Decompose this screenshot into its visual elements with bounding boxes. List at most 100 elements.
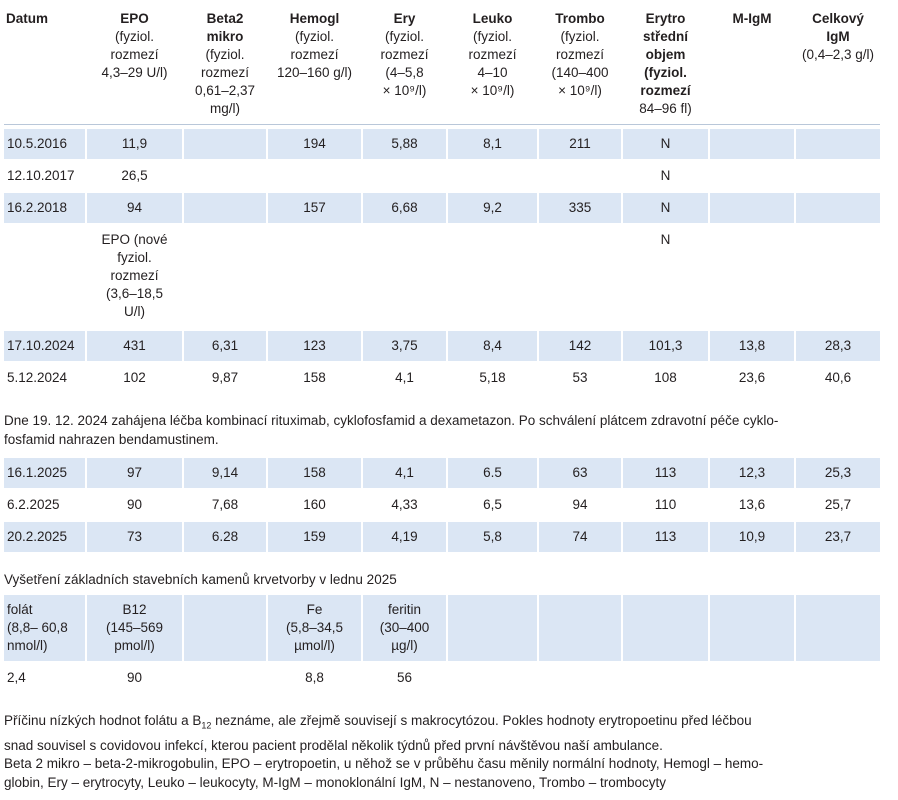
value-cell: 25,7 — [824, 497, 852, 512]
value-cell: 63 — [539, 458, 621, 488]
header-separator — [4, 124, 880, 125]
value-cell — [363, 225, 446, 327]
value-cell: 23,7 — [796, 522, 880, 552]
date-cell: 16.1.2025 — [4, 458, 85, 488]
epo-new-range-line: rozmezí — [110, 268, 159, 283]
value-cell: 142 — [539, 331, 621, 361]
value-cell — [710, 161, 794, 191]
value-cell: N — [660, 232, 671, 247]
value-cell: 5,88 — [363, 129, 446, 159]
column-header: Trombo (fyziol. rozmezí (140–400 × 10⁹/l) — [539, 0, 621, 124]
header-range: rozmezí — [380, 47, 429, 62]
value-cell: 53 — [572, 370, 588, 385]
value-cell: 6,5 — [483, 497, 502, 512]
value-cell: 8,1 — [448, 129, 537, 159]
value-cell — [710, 193, 794, 223]
value-cell — [4, 225, 85, 327]
header-label: rozmezí — [640, 83, 691, 98]
blood-value-cell — [710, 661, 794, 695]
value-cell: N — [623, 193, 708, 223]
header-range: × 10⁹/l) — [382, 83, 427, 98]
value-cell: 5,18 — [479, 370, 506, 385]
treatment-results-table: 16.1.2025 97 9,14 158 4,1 6.5 63 113 12,3 25,3 6.2… — [2, 458, 882, 554]
value-cell: 158 — [268, 458, 361, 488]
value-cell — [268, 161, 361, 191]
header-label: EPO — [120, 11, 149, 26]
value-cell: N — [623, 129, 708, 159]
column-header: Celkový IgM (0,4–2,3 g/l) — [796, 0, 880, 124]
header-range: rozmezí — [290, 47, 339, 62]
cause-note: Příčinu nízkých hodnot folátu a B12 nezn… — [4, 711, 884, 755]
table-row: 16.2.2018 94 157 6,68 9,2 335 N — [4, 193, 880, 223]
header-label: střední — [642, 29, 688, 44]
value-cell: 6.5 — [448, 458, 537, 488]
value-cell: 10,9 — [710, 522, 794, 552]
epo-new-range-row: EPO (nové fyziol. rozmezí (3,6–18,5 U/l) N — [4, 225, 880, 327]
blood-value-cell — [623, 661, 708, 695]
value-cell: 13,6 — [738, 497, 766, 512]
blood-header-line: feritin — [387, 602, 421, 617]
value-cell — [539, 161, 621, 191]
header-range: (fyziol. — [205, 47, 245, 62]
value-cell — [796, 161, 880, 191]
blood-header-line: (145–569 — [105, 620, 164, 635]
value-cell — [796, 129, 880, 159]
value-cell: 4,33 — [391, 497, 418, 512]
value-cell: 9,14 — [184, 458, 266, 488]
value-cell: 11,9 — [87, 129, 182, 159]
cause-note-line-2: snad souvisel s covidovou infekcí, ktero… — [4, 737, 663, 753]
header-label: Erytro — [645, 11, 686, 26]
value-cell — [710, 129, 794, 159]
value-cell: 211 — [539, 129, 621, 159]
header-range: (fyziol. — [114, 29, 154, 44]
column-header: EPO (fyziol. rozmezí 4,3–29 U/l) — [87, 0, 182, 124]
header-label: Datum — [6, 11, 49, 26]
table-row: 16.1.2025 97 9,14 158 4,1 6.5 63 113 12,3 25,3 — [4, 458, 880, 488]
value-cell — [268, 225, 361, 327]
value-cell — [184, 161, 266, 191]
blood-header-cell — [448, 595, 537, 661]
value-cell: 94 — [572, 497, 588, 512]
value-cell: 12,3 — [710, 458, 794, 488]
date-cell: 5.12.2024 — [7, 370, 68, 385]
date-cell: 20.2.2025 — [4, 522, 85, 552]
value-cell: 123 — [268, 331, 361, 361]
blood-header-line: Fe — [306, 602, 323, 617]
value-cell: 335 — [539, 193, 621, 223]
value-cell: 8,4 — [448, 331, 537, 361]
blood-header-line: folát — [7, 602, 33, 617]
value-cell: 28,3 — [796, 331, 880, 361]
column-header: Hemogl (fyziol. rozmezí 120–160 g/l) — [268, 0, 361, 124]
blood-value-cell — [184, 661, 266, 695]
blood-value-cell — [539, 661, 621, 695]
value-cell: 160 — [303, 497, 326, 512]
blood-header-line: B12 — [122, 602, 147, 617]
table-row: 5.12.2024 102 9,87 158 4,1 5,18 53 108 23,6 40,6 — [4, 363, 880, 393]
blood-header-cell — [710, 595, 794, 661]
blood-header-line: µg/l) — [391, 638, 418, 653]
header-range: × 10⁹/l) — [470, 83, 515, 98]
value-cell: 158 — [303, 370, 326, 385]
header-range: (fyziol. — [384, 29, 424, 44]
header-label: IgM — [826, 29, 850, 44]
column-header: M-IgM — [710, 0, 794, 124]
value-cell — [363, 161, 446, 191]
value-cell: 6.28 — [184, 522, 266, 552]
blood-value-cell: 56 — [396, 670, 413, 685]
value-cell — [796, 225, 880, 327]
value-cell — [539, 225, 621, 327]
lab-results-table: Datum EPO (fyziol. rozmezí 4,3–29 U/l) Beta2 m… — [2, 0, 882, 395]
treatment-note: Dne 19. 12. 2024 zahájena léčba kombinac… — [4, 411, 884, 449]
value-cell — [796, 193, 880, 223]
blood-value-cell: 8,8 — [305, 670, 324, 685]
cause-note-line-1: Příčinu nízkých hodnot folátu a B12 nezn… — [4, 713, 752, 731]
value-cell — [184, 225, 266, 327]
table-row: 20.2.2025 73 6.28 159 4,19 5,8 74 113 10,9 23,7 — [4, 522, 880, 552]
column-header: Leuko (fyziol. rozmezí 4–10 × 10⁹/l) — [448, 0, 537, 124]
blood-header-cell: folát (8,8– 60,8 nmol/l) — [4, 595, 85, 661]
column-header: Datum — [4, 0, 85, 124]
header-range: 120–160 g/l) — [276, 65, 353, 80]
value-cell: 431 — [87, 331, 182, 361]
blood-header-line: pmol/l) — [114, 638, 155, 653]
